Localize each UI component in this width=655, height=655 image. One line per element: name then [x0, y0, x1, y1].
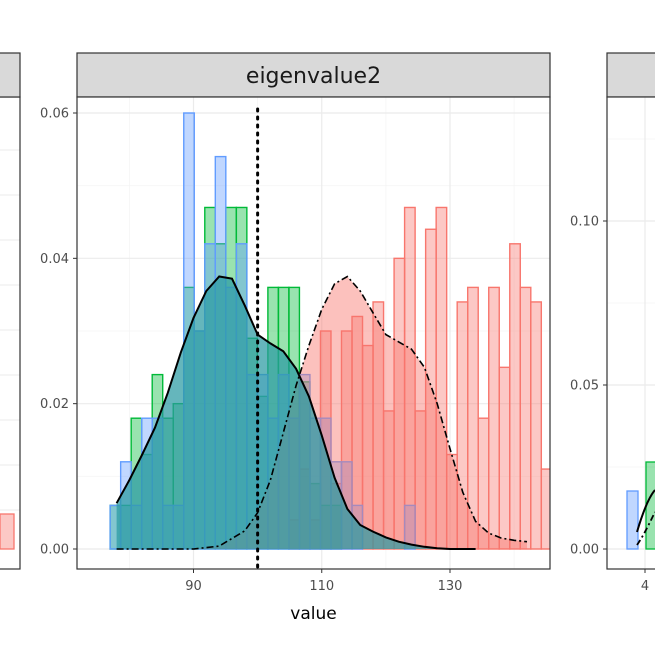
- right-y-tick-label: 0.10: [570, 215, 599, 230]
- x-axis: 90 110 130: [185, 569, 462, 594]
- bar-red: [519, 286, 532, 550]
- y-tick-label: 0.00: [40, 543, 69, 558]
- bar-red: [498, 366, 511, 550]
- right-y-axis: 0.00 0.05 0.10: [570, 215, 607, 558]
- density-curves: [115, 275, 528, 550]
- right-density-solid: [636, 489, 655, 533]
- y-tick-label: 0.02: [40, 397, 69, 412]
- panel-border: [76, 96, 551, 570]
- bar-red: [488, 286, 500, 550]
- strip-background: [76, 52, 551, 98]
- left-strip: [0, 52, 21, 98]
- bar-red: [509, 243, 521, 550]
- left-panel-grid: [0, 149, 20, 511]
- strip-label: eigenvalue2: [246, 64, 381, 89]
- right-density-dashed: [636, 511, 655, 546]
- right-panel-background: [607, 97, 655, 569]
- x-tick-label: 130: [438, 579, 463, 594]
- left-panel-background: [0, 97, 20, 569]
- density-line-red: [116, 275, 528, 550]
- x-tick-label: 90: [185, 579, 202, 594]
- x-tick-label: 110: [309, 579, 334, 594]
- density-line-combined: [115, 275, 476, 550]
- bar-red: [540, 468, 550, 550]
- y-tick-label: 0.06: [40, 107, 69, 122]
- right-bar-blue: [626, 490, 639, 550]
- right-panel-border: [606, 96, 655, 570]
- left-panel: [0, 52, 21, 570]
- right-y-tick-label: 0.00: [570, 543, 599, 558]
- right-strip: [606, 52, 655, 98]
- right-bar-green: [645, 461, 655, 550]
- density-area-red: [116, 276, 527, 549]
- y-axis: 0.00 0.02 0.04 0.06: [40, 107, 77, 558]
- bar-red: [552, 469, 563, 549]
- right-panel-marks: [626, 461, 655, 550]
- center-panel: eigenvalue2 0.00 0.02 0.04 0.06 90 110 130 va…: [40, 52, 563, 624]
- x-axis-title: value: [290, 604, 336, 624]
- right-x-tick-label: 4: [641, 579, 649, 594]
- right-y-tick-label: 0.05: [570, 379, 599, 394]
- right-panel-grid: [607, 97, 655, 569]
- density-area-combined: [116, 276, 476, 549]
- y-tick-label: 0.04: [40, 252, 69, 267]
- right-panel: 0.00 0.05 0.10 4: [570, 52, 655, 594]
- left-bar-red-stub: [0, 513, 15, 550]
- bar-red: [530, 301, 543, 550]
